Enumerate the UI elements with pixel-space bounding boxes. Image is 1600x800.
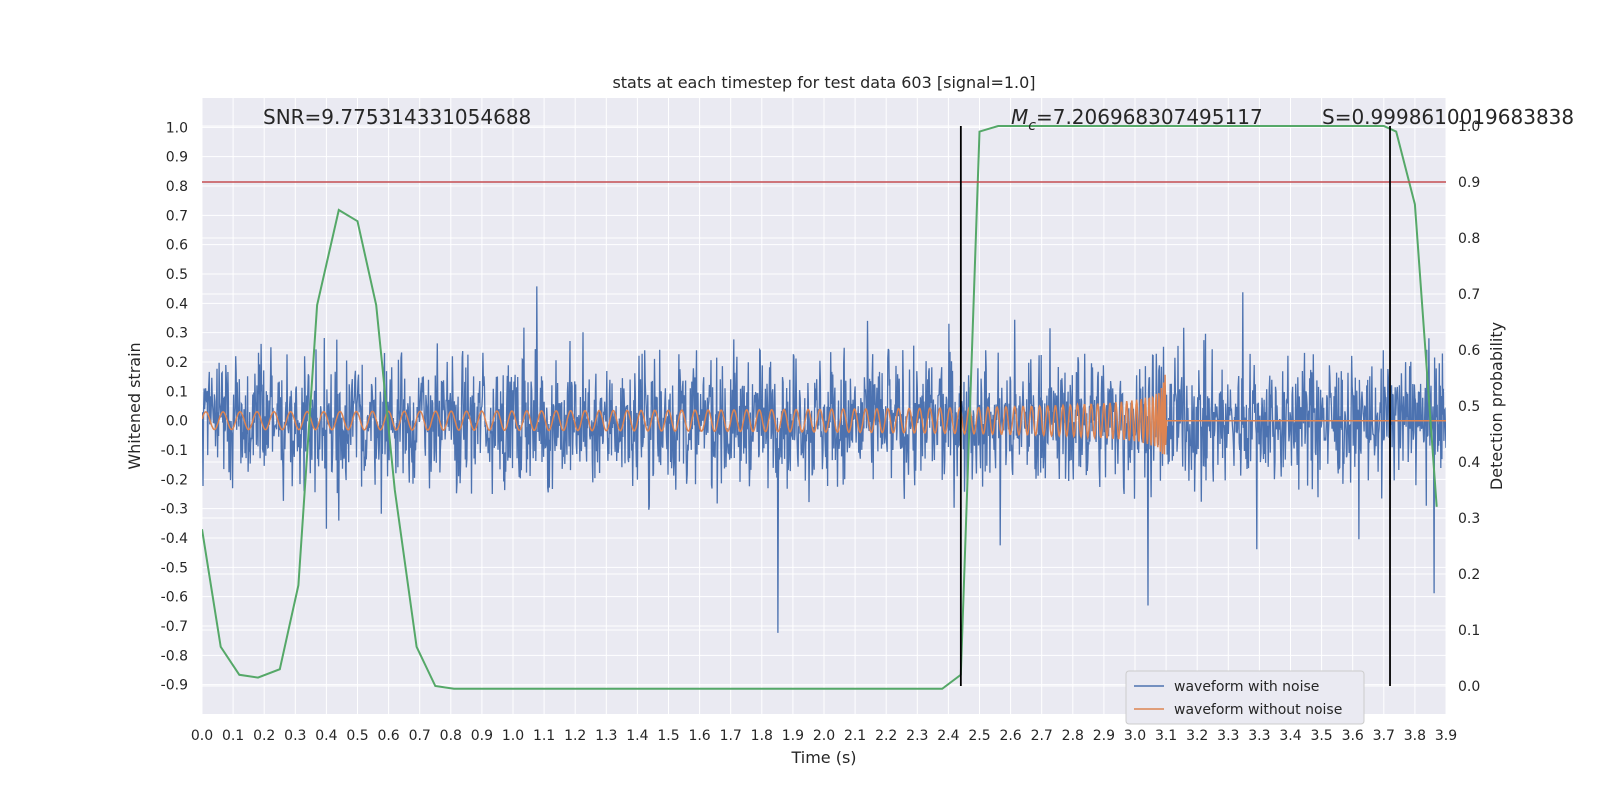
y2-tick-label: 0.1 (1458, 623, 1480, 639)
y-tick-label: 0.3 (166, 326, 188, 342)
x-tick-label: 3.5 (1310, 728, 1332, 744)
y2-tick-label: 0.4 (1458, 455, 1480, 471)
x-tick-label: 0.7 (409, 728, 431, 744)
legend: waveform with noise waveform without noi… (1125, 670, 1365, 725)
y2-tick-label: 0.6 (1458, 343, 1480, 359)
s-annotation: S=0.9998610019683838 (1322, 105, 1574, 129)
y-tick-label: -0.5 (161, 560, 188, 576)
snr-annotation: SNR=9.775314331054688 (263, 105, 531, 129)
x-tick-label: 2.8 (1062, 728, 1084, 744)
tick-labels: 0.0 0.1 0.2 0.3 0.4 0.5 0.6 0.7 0.8 0.9 1.0 1.1 1.2 1… (161, 119, 1481, 744)
x-tick-label: 0.2 (253, 728, 275, 744)
legend-label-noise: waveform with noise (1174, 679, 1319, 695)
chirp-mass-annotation: Mc=7.206968307495117 (1011, 105, 1263, 134)
vertical-markers (202, 126, 1446, 686)
noise-waveform-line (202, 286, 1446, 633)
x-tick-label: 1.1 (533, 728, 555, 744)
x-tick-label: 2.1 (844, 728, 866, 744)
x-tick-label: 3.3 (1217, 728, 1239, 744)
x-tick-label: 0.9 (471, 728, 493, 744)
x-tick-label: 1.5 (657, 728, 679, 744)
y2-tick-label: 0.5 (1458, 399, 1480, 415)
x-tick-label: 2.2 (875, 728, 897, 744)
x-tick-label: 3.6 (1342, 728, 1364, 744)
y-tick-label: -0.1 (161, 443, 188, 459)
x-tick-label: 3.7 (1373, 728, 1395, 744)
y2-tick-label: 1.0 (1458, 119, 1480, 135)
x-tick-label: 3.9 (1435, 728, 1457, 744)
y-tick-label: -0.4 (161, 531, 188, 547)
x-tick-label: 1.4 (626, 728, 648, 744)
y-tick-label: 0.1 (166, 384, 188, 400)
chirp-mass-value: =7.206968307495117 (1036, 105, 1263, 129)
x-tick-label: 3.0 (1124, 728, 1146, 744)
y-tick-label: 0.0 (166, 414, 188, 430)
legend-box (1125, 670, 1365, 725)
x-tick-label: 3.8 (1404, 728, 1426, 744)
y-tick-label: 0.6 (166, 238, 188, 254)
y2-axis-label: Detection probability (1487, 322, 1506, 490)
chart-title: stats at each timestep for test data 603… (612, 73, 1035, 92)
x-tick-label: 0.5 (346, 728, 368, 744)
x-tick-label: 1.3 (595, 728, 617, 744)
x-tick-label: 1.9 (782, 728, 804, 744)
x-tick-label: 0.4 (315, 728, 337, 744)
x-axis-label: Time (s) (790, 748, 856, 767)
y-tick-label: -0.9 (161, 678, 188, 694)
y-tick-label: -0.8 (161, 648, 188, 664)
y2-tick-label: 0.3 (1458, 511, 1480, 527)
x-tick-label: 1.8 (751, 728, 773, 744)
x-tick-label: 3.4 (1279, 728, 1301, 744)
x-tick-label: 2.7 (1031, 728, 1053, 744)
clean-waveform-line (202, 374, 1446, 455)
x-tick-label: 2.3 (906, 728, 928, 744)
y-tick-label: 0.7 (166, 208, 188, 224)
x-tick-label: 2.9 (1093, 728, 1115, 744)
x-tick-label: 3.2 (1186, 728, 1208, 744)
x-tick-label: 2.0 (813, 728, 835, 744)
x-tick-label: 1.0 (502, 728, 524, 744)
x-tick-label: 0.0 (191, 728, 213, 744)
y-tick-label: -0.2 (161, 472, 188, 488)
chirp-mass-subscript: c (1028, 118, 1036, 134)
y2-tick-label: 0.9 (1458, 175, 1480, 191)
y-tick-label: -0.3 (161, 502, 188, 518)
x-tick-label: 2.6 (999, 728, 1021, 744)
x-tick-label: 0.8 (440, 728, 462, 744)
y2-tick-label: 0.8 (1458, 231, 1480, 247)
series-detection-probability (202, 125, 1438, 690)
x-tick-label: 0.1 (222, 728, 244, 744)
x-tick-label: 0.3 (284, 728, 306, 744)
series-waveform-with-noise (202, 286, 1446, 633)
y-tick-label: 0.9 (166, 150, 188, 166)
series-waveform-without-noise (202, 374, 1446, 455)
x-tick-label: 1.7 (720, 728, 742, 744)
y-tick-label: 0.4 (166, 296, 188, 312)
x-tick-label: 2.4 (937, 728, 959, 744)
x-tick-label: 1.2 (564, 728, 586, 744)
y-tick-label: 0.2 (166, 355, 188, 371)
x-tick-label: 3.1 (1155, 728, 1177, 744)
y-tick-label: -0.7 (161, 619, 188, 635)
y-tick-label: 1.0 (166, 120, 188, 136)
y2-tick-label: 0.7 (1458, 287, 1480, 303)
x-tick-label: 1.6 (688, 728, 710, 744)
x-tick-label: 0.6 (377, 728, 399, 744)
y-tick-label: 0.5 (166, 267, 188, 283)
detection-probability-line (202, 125, 1438, 690)
y2-tick-label: 0.2 (1458, 567, 1480, 583)
x-tick-label: 2.5 (968, 728, 990, 744)
y-axis-label: Whitened strain (125, 342, 144, 469)
y-tick-label: 0.8 (166, 179, 188, 195)
chirp-mass-symbol: M (1011, 105, 1028, 129)
x-tick-label: 3.3 (1248, 728, 1270, 744)
legend-label-clean: waveform without noise (1174, 702, 1342, 718)
y-tick-label: -0.6 (161, 590, 188, 606)
y2-tick-label: 0.0 (1458, 679, 1480, 695)
